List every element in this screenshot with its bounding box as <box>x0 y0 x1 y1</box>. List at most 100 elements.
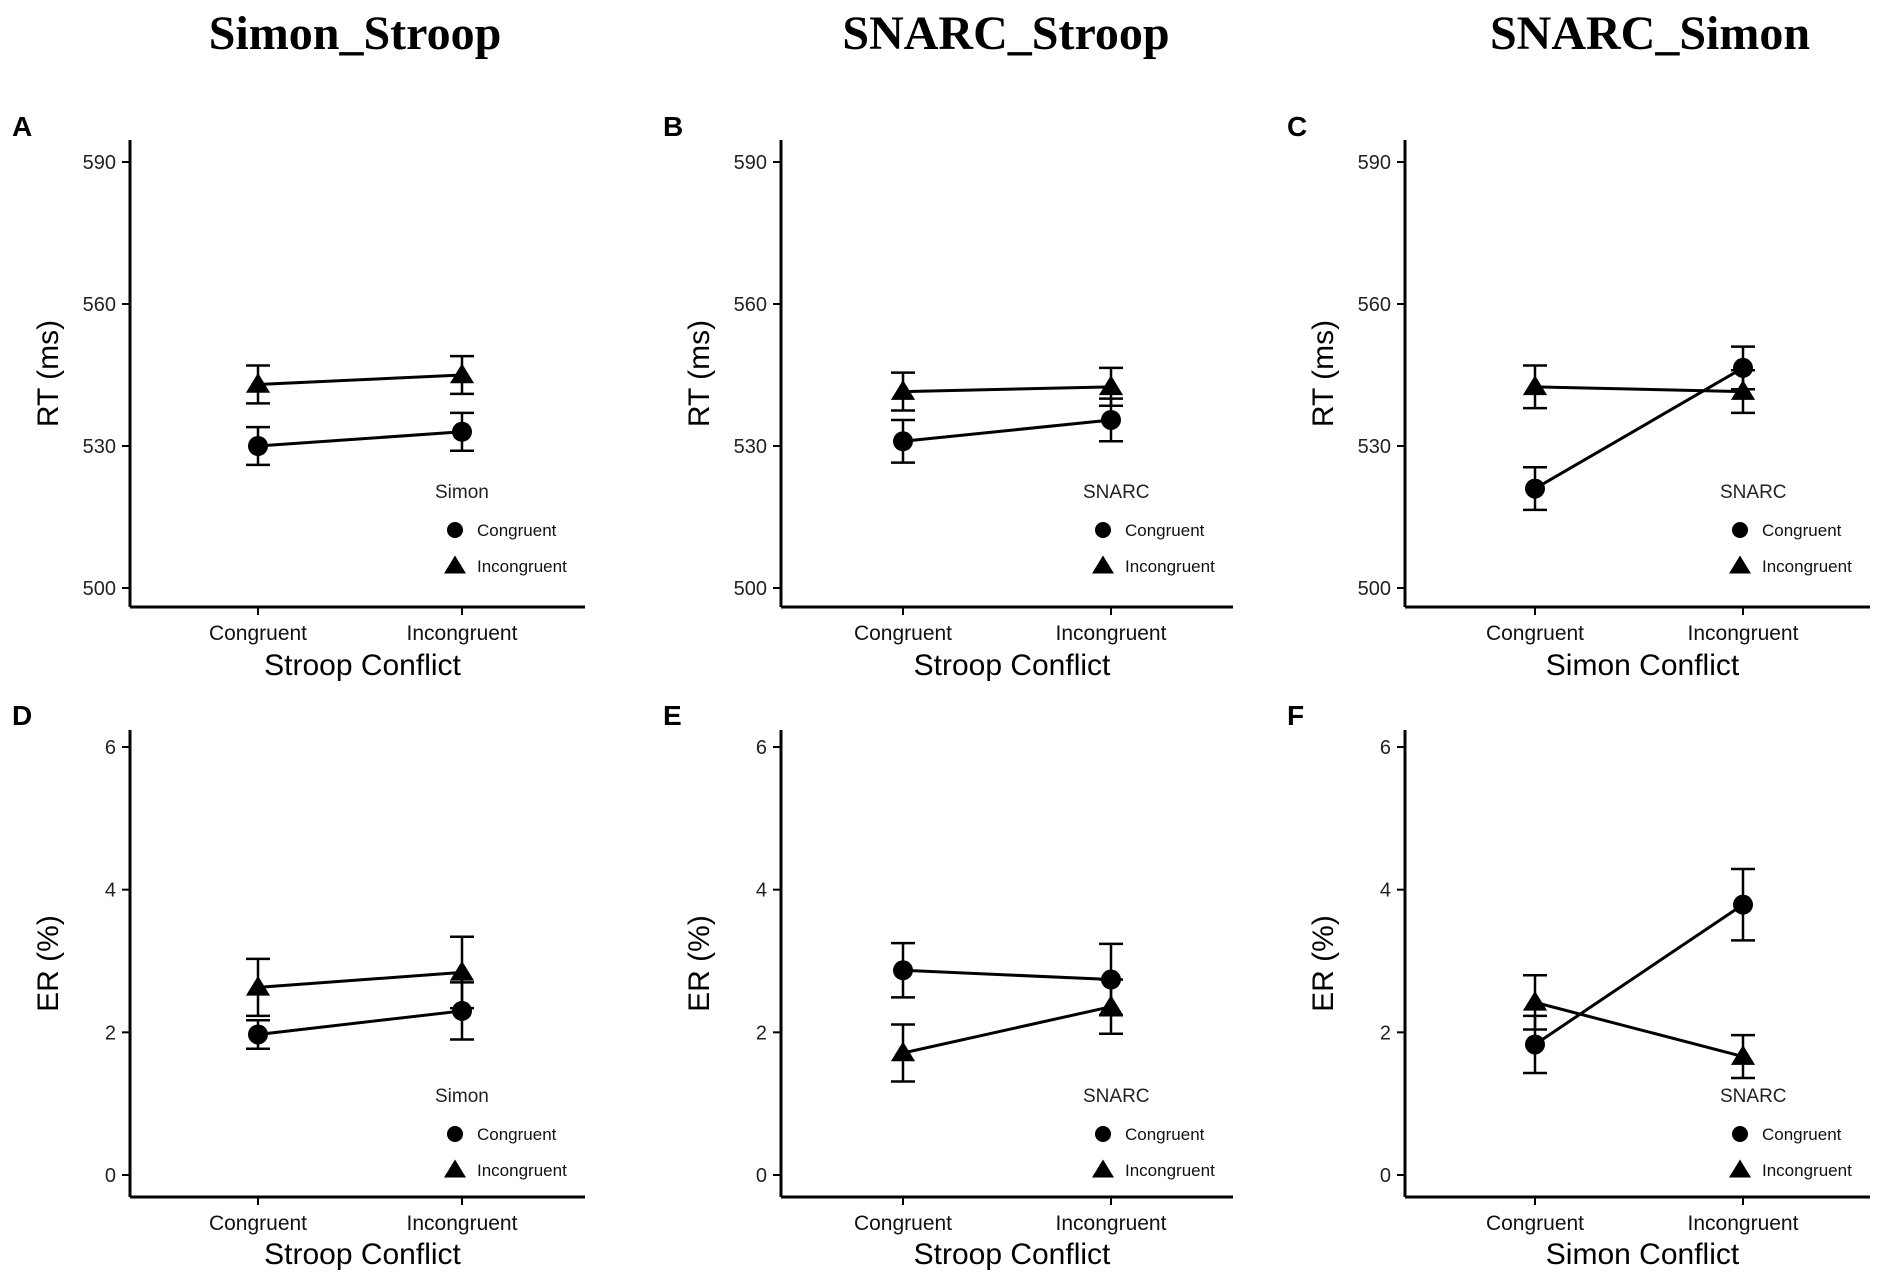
y-tick-label: 560 <box>734 294 767 316</box>
y-axis-title: RT (ms) <box>32 320 65 427</box>
y-tick-label: 2 <box>756 1022 767 1044</box>
legend-title: Simon <box>435 1086 489 1107</box>
legend-label: Congruent <box>1125 1125 1205 1144</box>
y-axis-title: ER (%) <box>1307 915 1340 1012</box>
x-axis-title: Stroop Conflict <box>914 1238 1111 1271</box>
y-tick-label: 6 <box>1380 737 1391 759</box>
column-title-2: SNARC_Stroop <box>842 7 1169 60</box>
data-point-incongruent <box>1098 375 1124 396</box>
panel-f: F 0 2 4 6 Congruent Incongruent Simon Conflict E… <box>1287 700 1870 1271</box>
data-point-congruent <box>1733 357 1753 378</box>
x-tick-label: Congruent <box>1486 1212 1584 1235</box>
series-line-congruent <box>902 968 1112 982</box>
legend-marker-incongruent <box>1729 1159 1751 1178</box>
series-line-congruent <box>257 430 463 448</box>
y-tick-label: 530 <box>83 436 116 458</box>
x-tick-label: Incongruent <box>1056 1212 1167 1235</box>
series-line-incongruent <box>257 970 463 989</box>
legend-label: Congruent <box>1125 521 1205 540</box>
y-tick-label: 530 <box>1358 436 1391 458</box>
legend-label: Incongruent <box>1125 557 1215 576</box>
series-line-congruent <box>257 1009 463 1036</box>
y-tick-label: 0 <box>105 1165 116 1187</box>
data-point-congruent <box>452 421 472 442</box>
y-tick-label: 0 <box>1380 1165 1391 1187</box>
x-tick-label: Congruent <box>209 622 307 645</box>
x-axis-title: Stroop Conflict <box>914 649 1111 682</box>
data-point-incongruent <box>1522 375 1548 396</box>
x-axis-title: Stroop Conflict <box>264 649 461 682</box>
data-point-congruent <box>248 1024 268 1045</box>
data-point-congruent <box>893 960 913 981</box>
series-line-incongruent <box>902 385 1112 394</box>
legend-label: Congruent <box>477 1125 557 1144</box>
panel-label: D <box>12 700 32 731</box>
legend-label: Incongruent <box>1762 557 1852 576</box>
series-line-congruent <box>1534 903 1744 1046</box>
x-axis-title: Simon Conflict <box>1546 649 1740 682</box>
legend-marker-congruent <box>1095 522 1111 538</box>
series-line-incongruent <box>1534 1000 1744 1059</box>
y-axis-title: ER (%) <box>32 915 65 1012</box>
data-point-incongruent <box>890 380 916 400</box>
legend-marker-congruent <box>447 522 463 538</box>
legend-title: SNARC <box>1720 1086 1787 1107</box>
y-tick-label: 560 <box>83 294 116 316</box>
y-tick-label: 500 <box>1358 578 1391 600</box>
data-point-incongruent <box>1522 990 1548 1011</box>
legend-label: Incongruent <box>1125 1161 1215 1180</box>
y-tick-label: 6 <box>756 737 767 759</box>
panel-c: C 500 530 560 590 Congruent Incongruent Simon C… <box>1287 111 1870 682</box>
legend-marker-incongruent <box>1729 555 1751 574</box>
legend-marker-incongruent <box>444 555 466 574</box>
data-point-congruent <box>1525 1034 1545 1055</box>
legend-label: Incongruent <box>1762 1161 1852 1180</box>
y-axis-title: RT (ms) <box>1307 320 1340 427</box>
panel-d: D 0 2 4 6 Congruent Incongruent Stroop Conflict… <box>12 700 585 1271</box>
legend-marker-congruent <box>1732 522 1748 538</box>
data-point-incongruent <box>449 960 475 981</box>
data-point-congruent <box>452 1000 472 1021</box>
x-axis-title: Simon Conflict <box>1546 1238 1740 1271</box>
data-point-congruent <box>1525 478 1545 499</box>
x-tick-label: Congruent <box>854 1212 952 1235</box>
y-tick-label: 6 <box>105 737 116 759</box>
series-line-incongruent <box>257 373 463 386</box>
y-tick-label: 560 <box>1358 294 1391 316</box>
y-tick-label: 2 <box>1380 1022 1391 1044</box>
y-tick-label: 590 <box>734 152 767 174</box>
legend-marker-congruent <box>1732 1126 1748 1142</box>
x-tick-label: Congruent <box>1486 622 1584 645</box>
series-line-incongruent <box>1534 385 1744 394</box>
series-line-congruent <box>902 418 1112 443</box>
x-axis-title: Stroop Conflict <box>264 1238 461 1271</box>
y-axis-title: ER (%) <box>683 915 716 1012</box>
legend-title: SNARC <box>1083 1086 1150 1107</box>
x-tick-label: Congruent <box>209 1212 307 1235</box>
data-point-incongruent <box>1730 380 1756 400</box>
y-tick-label: 500 <box>83 578 116 600</box>
panel-label: B <box>663 111 683 142</box>
y-tick-label: 4 <box>1380 880 1391 902</box>
y-tick-label: 2 <box>105 1022 116 1044</box>
legend-label: Congruent <box>1762 1125 1842 1144</box>
panel-label: C <box>1287 111 1307 142</box>
panel-a: A 500 530 560 590 Congruent Incongruent Stroop … <box>12 111 585 682</box>
series-line-congruent <box>1534 366 1744 490</box>
legend-title: SNARC <box>1720 482 1787 503</box>
column-title-3: SNARC_Simon <box>1490 7 1810 60</box>
x-tick-label: Incongruent <box>407 622 518 645</box>
data-point-congruent <box>248 436 268 456</box>
legend-marker-congruent <box>1095 1126 1111 1142</box>
x-tick-label: Incongruent <box>1688 1212 1799 1235</box>
x-tick-label: Incongruent <box>407 1212 518 1235</box>
panel-label: E <box>663 700 682 731</box>
legend-label: Congruent <box>1762 521 1842 540</box>
panel-e: E 0 2 4 6 Congruent Incongruent Stroop Conflict… <box>663 700 1233 1271</box>
data-point-congruent <box>1733 894 1753 915</box>
y-tick-label: 530 <box>734 436 767 458</box>
y-tick-label: 590 <box>83 152 116 174</box>
legend-label: Incongruent <box>477 557 567 576</box>
y-axis-title: RT (ms) <box>683 320 716 427</box>
